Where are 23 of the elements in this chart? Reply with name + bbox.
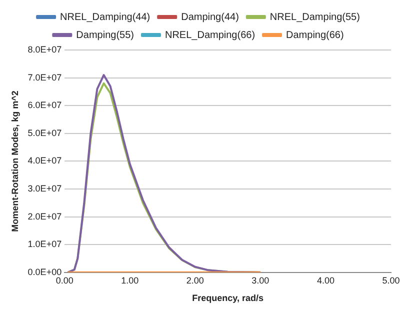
y-tick-label: 8.0E+07 [28, 44, 62, 54]
x-tick-label: 2.00 [186, 275, 204, 286]
legend-label: NREL_Damping(44) [60, 12, 150, 23]
x-tick-label: 1.00 [121, 275, 139, 286]
x-axis-title: Frequency, rad/s [192, 293, 264, 304]
x-tick-label: 0.00 [56, 275, 74, 286]
legend-label: Damping(44) [181, 12, 239, 23]
y-tick-label: 5.0E+07 [28, 128, 62, 138]
y-tick-label: 2.0E+07 [28, 211, 62, 222]
x-tick-label: 4.00 [316, 275, 334, 286]
y-tick-label: 7.0E+07 [28, 72, 62, 82]
y-tick-label: 6.0E+07 [28, 100, 62, 110]
y-tick-label: 1.0E+07 [28, 239, 62, 250]
legend-label: Damping(55) [76, 30, 134, 41]
y-tick-label: 4.0E+07 [28, 156, 62, 166]
y-tick-label: 3.0E+07 [28, 183, 62, 194]
y-tick-label: 0.0E+00 [28, 266, 62, 277]
legend-label: Damping(66) [286, 30, 344, 41]
y-axis-title: Moment-Rotation Modes, kg m^2 [10, 90, 20, 232]
legend-label: NREL_Damping(55) [270, 12, 360, 23]
legend-label: NREL_Damping(66) [164, 30, 256, 41]
x-tick-label: 3.00 [252, 275, 270, 286]
x-tick-label: 5.00 [382, 275, 400, 286]
